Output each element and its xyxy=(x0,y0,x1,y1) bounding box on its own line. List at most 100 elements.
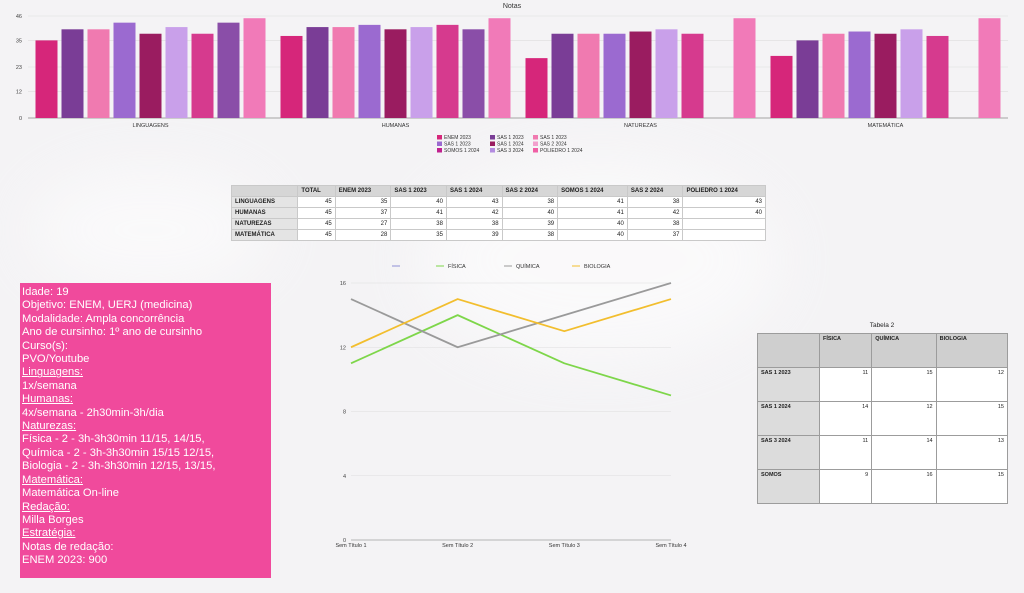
summary-cell: 42 xyxy=(445,207,503,219)
summary-cell: 41 xyxy=(557,207,628,219)
table2-title: Tabela 2 xyxy=(869,322,895,329)
bar-y-tick-label: 46 xyxy=(16,14,22,20)
legend-swatch xyxy=(490,135,495,140)
table2-row-header: SAS 1 2023 xyxy=(757,367,820,402)
line-legend-label: QUÍMICA xyxy=(516,263,540,270)
bar xyxy=(332,27,355,118)
bar xyxy=(87,29,110,118)
summary-cell: 42 xyxy=(626,207,684,219)
table2-cell: 12 xyxy=(935,367,1009,402)
info-line: Ano de cursinho: 1º ano de cursinho xyxy=(22,326,203,339)
summary-cell: 40 xyxy=(501,207,559,219)
summary-cell: 39 xyxy=(445,229,503,241)
bar xyxy=(280,35,303,118)
table2-cell: 12 xyxy=(871,401,937,436)
summary-cell: 40 xyxy=(682,207,766,219)
legend-swatch xyxy=(533,148,538,153)
line-legend-label: FÍSICA xyxy=(448,263,466,270)
bar xyxy=(603,33,626,118)
table2-cell: 13 xyxy=(935,435,1009,470)
legend-swatch xyxy=(490,148,495,153)
info-line: ENEM 2023: 900 xyxy=(22,554,108,567)
summary-cell: 35 xyxy=(390,229,447,241)
bar xyxy=(874,33,897,118)
summary-cell: 37 xyxy=(626,229,684,241)
table2-cell: 14 xyxy=(871,435,937,470)
summary-column-header: TOTAL xyxy=(297,185,336,197)
table2-column-header: BIOLOGIA xyxy=(935,333,1009,368)
line-chart: 0 4 8 12 16 Sem Título 1 Sem Título 2 Sem Títul… xyxy=(335,263,686,549)
info-section-heading: Humanas: xyxy=(22,393,73,406)
table2-row: SAS 1 2024 14 12 15 xyxy=(757,401,1009,436)
legend-label: SAS 1 2023 xyxy=(540,135,567,141)
info-section-heading: Matemática: xyxy=(22,473,83,486)
bar xyxy=(848,31,871,118)
summary-column-header: POLIEDRO 1 2024 xyxy=(682,185,766,197)
summary-cell: 35 xyxy=(334,196,392,208)
summary-cell: 38 xyxy=(501,196,559,208)
info-line: Física - 2 - 3h-3h30min 11/15, 14/15, xyxy=(22,433,205,446)
table2-row: SAS 3 2024 11 14 13 xyxy=(757,435,1009,470)
summary-cell: 40 xyxy=(557,218,628,230)
info-line: Química - 2 - 3h-3h30min 15/15 12/15, xyxy=(22,446,215,459)
table2-header: FÍSICA QUÍMICA BIOLOGIA xyxy=(757,333,1009,368)
info-line: 4x/semana - 2h30min-3h/dia xyxy=(22,406,164,419)
table2-row-header: SAS 1 2024 xyxy=(757,401,820,436)
bar xyxy=(35,40,58,118)
summary-table-row: NATUREZAS 45 27 38 38 39 40 38 xyxy=(230,218,766,230)
bar xyxy=(900,29,923,118)
legend-label: SAS 1 2024 xyxy=(497,142,524,148)
bar-chart-title: Notas xyxy=(503,3,522,10)
bar-x-tick-label: MATEMÁTICA xyxy=(868,122,904,129)
bar xyxy=(978,18,1001,118)
bar-x-tick-label: HUMANAS xyxy=(382,123,410,129)
line-series xyxy=(350,298,672,349)
summary-cell: 27 xyxy=(334,218,392,230)
table2-column-header xyxy=(757,333,820,368)
bar xyxy=(217,22,240,118)
summary-cell: 45 xyxy=(297,196,336,208)
info-section-heading: Linguagens: xyxy=(22,366,83,379)
line-y-tick-label: 0 xyxy=(343,538,346,544)
table2-cell: 15 xyxy=(935,401,1009,436)
summary-row-header: NATUREZAS xyxy=(230,218,299,230)
table2-cell: 11 xyxy=(818,367,873,402)
legend-label: SAS 1 2023 xyxy=(444,142,471,148)
table2-cell: 9 xyxy=(818,469,873,504)
info-line: Curso(s): xyxy=(22,339,68,352)
table2-row-header: SOMOS xyxy=(757,469,820,504)
summary-cell: 43 xyxy=(682,196,766,208)
table-2: FÍSICA QUÍMICA BIOLOGIA SAS 1 2023 11 15 12 SA… xyxy=(757,333,1009,504)
summary-column-header: SAS 2 2024 xyxy=(626,185,684,197)
bar xyxy=(822,33,845,118)
table2-row: SAS 1 2023 11 15 12 xyxy=(757,367,1009,402)
bar xyxy=(525,58,548,118)
table2-row-header: SAS 3 2024 xyxy=(757,435,820,470)
bar xyxy=(655,29,678,118)
table2-cell: 15 xyxy=(871,367,937,402)
summary-cell: 39 xyxy=(501,218,559,230)
summary-table-row: LINGUAGENS 45 35 40 43 38 41 38 43 xyxy=(230,196,766,208)
summary-cell: 40 xyxy=(557,229,628,241)
table2-column-header: FÍSICA xyxy=(818,333,873,368)
bar xyxy=(113,22,136,118)
line-x-tick-label: Sem Título 4 xyxy=(655,543,686,549)
line-y-tick-label: 4 xyxy=(343,474,346,480)
table2-cell: 11 xyxy=(818,435,873,470)
summary-cell: 45 xyxy=(297,218,336,230)
table2-column-header: QUÍMICA xyxy=(871,333,937,368)
bar-chart: Notas 0 12 23 35 46 LINGUAGENS HUMANAS NATUREZAS… xyxy=(16,3,1008,154)
summary-cell: 38 xyxy=(626,196,684,208)
summary-cell: 40 xyxy=(390,196,447,208)
student-info-box: Idade: 19 Objetivo: ENEM, UERJ (medicina)… xyxy=(20,283,271,578)
line-y-tick-label: 8 xyxy=(343,410,346,416)
info-line: Notas de redação: xyxy=(22,540,114,553)
legend-label: SOMOS 1 2024 xyxy=(444,148,480,154)
legend-label: SAS 3 2024 xyxy=(497,148,524,154)
summary-cell: 41 xyxy=(390,207,447,219)
legend-swatch xyxy=(533,135,538,140)
summary-cell: 45 xyxy=(297,229,336,241)
bar xyxy=(488,18,511,118)
table2-cell: 15 xyxy=(935,469,1009,504)
bar xyxy=(462,29,485,118)
